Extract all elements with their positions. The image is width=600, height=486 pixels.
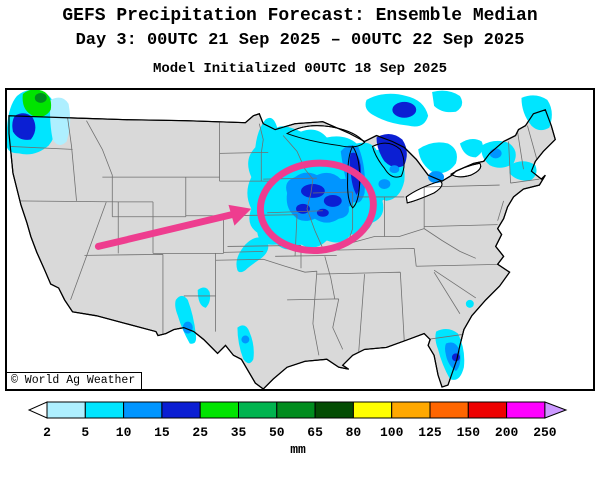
colorbar-tick-label: 80 <box>346 425 362 440</box>
colorbar-tick-label: 125 <box>418 425 442 440</box>
us-coastline <box>8 109 556 389</box>
lake-huron-outline <box>371 142 405 178</box>
credit-watermark: © World Ag Weather <box>6 372 143 390</box>
precip-spot <box>392 101 417 118</box>
colorbar-segment <box>429 401 469 419</box>
colorbar-segment <box>46 401 86 419</box>
precip-blob-ontario-east <box>432 90 463 113</box>
lake-erie-outline <box>405 180 443 204</box>
colorbar-segment <box>84 401 125 419</box>
precip-blob-ctexas <box>237 325 254 364</box>
colorbar-right-arrow-icon <box>544 401 568 419</box>
map-panel: © World Ag Weather <box>5 88 595 391</box>
colorbar-segment <box>506 401 546 419</box>
page-title: GEFS Precipitation Forecast: Ensemble Me… <box>62 6 538 26</box>
colorbar-tick-label: 100 <box>380 425 404 440</box>
precip-blob-stlawrence <box>459 138 483 158</box>
precip-spot <box>451 353 460 362</box>
precip-spot <box>323 194 342 207</box>
precip-spot <box>489 148 502 159</box>
colorbar-tick-label: 5 <box>81 425 89 440</box>
forecast-period-subtitle: Day 3: 00UTC 21 Sep 2025 – 00UTC 22 Sep … <box>75 31 525 50</box>
colorbar-tick-label: 35 <box>231 425 247 440</box>
lake-superior-outline <box>285 125 366 148</box>
precip-blob-nm <box>197 287 211 308</box>
model-init-line: Model Initialized 00UTC 18 Sep 2025 <box>152 61 448 77</box>
annotation-arrow <box>94 211 235 250</box>
precip-blob-new-england <box>509 161 537 182</box>
precip-spot <box>34 92 47 103</box>
colorbar-segment <box>391 401 431 419</box>
colorbar-tick-label: 15 <box>154 425 170 440</box>
colorbar-unit-label: mm <box>290 442 306 457</box>
lake-ontario-outline <box>450 162 482 178</box>
state-borders <box>9 117 540 356</box>
precip-spot <box>465 299 474 308</box>
colorbar-tick-label: 250 <box>533 425 557 440</box>
precip-blob-idaho <box>50 97 71 146</box>
precip-blob-pnw-navy <box>12 113 36 140</box>
precip-spot <box>389 165 400 174</box>
colorbar-segment <box>238 401 278 419</box>
colorbar-tick-label: 200 <box>495 425 519 440</box>
colorbar-tick-label: 2 <box>43 425 51 440</box>
precip-blob-huron-navy <box>376 134 407 168</box>
precip-spot <box>241 335 250 344</box>
colorbar-segment <box>276 401 316 419</box>
precip-blob-erie <box>418 142 457 174</box>
colorbar-segment <box>161 401 201 419</box>
colorbar: 2 5 10 15 25 35 50 65 80 100 125 150 200… <box>27 401 568 457</box>
highlight-annotation <box>94 159 377 255</box>
colorbar-segment <box>123 401 163 419</box>
precip-spot <box>316 208 329 217</box>
colorbar-tick-label: 50 <box>269 425 285 440</box>
colorbar-segment <box>314 401 354 419</box>
colorbar-tick-label: 150 <box>457 425 481 440</box>
colorbar-tick-label: 65 <box>307 425 323 440</box>
colorbar-segment <box>467 401 508 419</box>
conus-precip-map <box>7 90 556 389</box>
annotation-arrowhead-icon <box>228 204 252 226</box>
precip-spot <box>378 179 391 190</box>
colorbar-tick-label: 25 <box>192 425 208 440</box>
annotation-circle <box>256 159 377 255</box>
colorbar-tick-label: 10 <box>116 425 132 440</box>
precip-spot <box>300 184 325 198</box>
colorbar-segment <box>352 401 393 419</box>
colorbar-left-arrow-icon <box>27 401 48 419</box>
colorbar-segment <box>199 401 239 419</box>
